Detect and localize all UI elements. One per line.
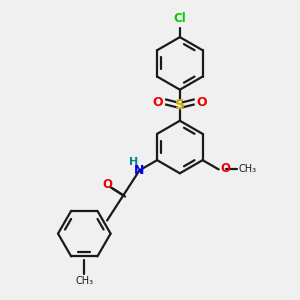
Text: N: N — [134, 164, 145, 177]
Text: CH₃: CH₃ — [75, 276, 93, 286]
Text: O: O — [196, 96, 207, 109]
Text: O: O — [220, 162, 230, 175]
Text: O: O — [152, 96, 163, 109]
Text: O: O — [102, 178, 112, 191]
Text: H: H — [129, 157, 138, 167]
Text: S: S — [175, 98, 185, 112]
Text: Cl: Cl — [173, 12, 186, 25]
Text: CH₃: CH₃ — [238, 164, 256, 174]
